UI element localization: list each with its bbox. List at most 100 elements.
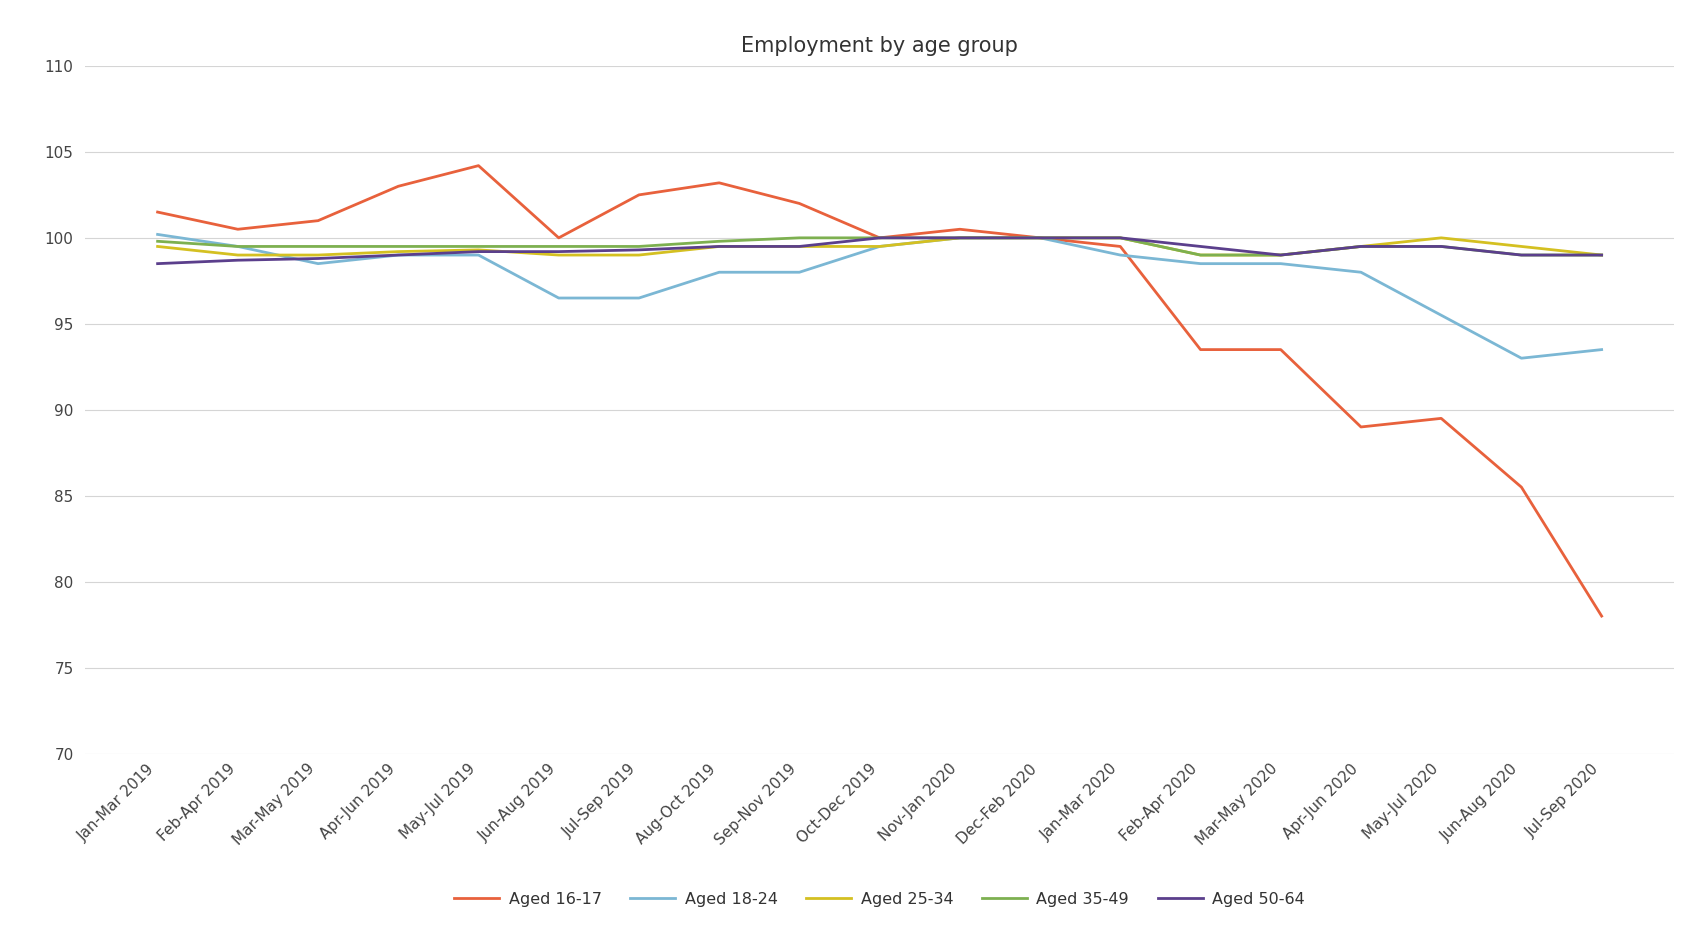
Aged 16-17 — [307, 215, 328, 226]
Aged 25-34 — [869, 241, 889, 252]
Aged 50-64 — [1591, 250, 1611, 261]
Aged 18-24 — [548, 292, 568, 303]
Aged 18-24 — [1511, 352, 1531, 364]
Aged 16-17 — [1591, 610, 1611, 622]
Aged 16-17 — [628, 189, 649, 201]
Aged 25-34 — [548, 250, 568, 261]
Aged 16-17 — [949, 223, 970, 235]
Aged 25-34 — [949, 232, 970, 243]
Aged 18-24 — [387, 250, 408, 261]
Aged 16-17 — [147, 206, 167, 218]
Aged 35-49 — [1511, 250, 1531, 261]
Aged 35-49 — [147, 236, 167, 247]
Aged 35-49 — [1270, 250, 1290, 261]
Aged 25-34 — [468, 244, 488, 255]
Aged 25-34 — [1270, 250, 1290, 261]
Aged 50-64 — [708, 241, 729, 252]
Aged 16-17 — [468, 160, 488, 171]
Aged 18-24 — [1190, 258, 1210, 269]
Aged 18-24 — [1591, 344, 1611, 355]
Aged 18-24 — [147, 229, 167, 240]
Aged 50-64 — [1350, 241, 1371, 252]
Aged 25-34 — [1350, 241, 1371, 252]
Aged 35-49 — [949, 232, 970, 243]
Aged 50-64 — [1430, 241, 1451, 252]
Aged 50-64 — [1110, 232, 1130, 243]
Aged 50-64 — [1270, 250, 1290, 261]
Aged 35-49 — [227, 241, 248, 252]
Aged 16-17 — [1511, 481, 1531, 493]
Aged 25-34 — [1190, 250, 1210, 261]
Line: Aged 25-34: Aged 25-34 — [157, 237, 1601, 255]
Aged 16-17 — [1110, 241, 1130, 252]
Aged 50-64 — [387, 250, 408, 261]
Aged 50-64 — [548, 246, 568, 257]
Aged 25-34 — [1430, 232, 1451, 243]
Aged 16-17 — [1190, 344, 1210, 355]
Aged 16-17 — [869, 232, 889, 243]
Line: Aged 50-64: Aged 50-64 — [157, 237, 1601, 264]
Aged 35-49 — [708, 236, 729, 247]
Title: Employment by age group: Employment by age group — [741, 36, 1017, 57]
Aged 18-24 — [307, 258, 328, 269]
Aged 50-64 — [468, 246, 488, 257]
Aged 50-64 — [227, 254, 248, 266]
Aged 18-24 — [1110, 250, 1130, 261]
Aged 16-17 — [789, 198, 809, 209]
Aged 18-24 — [227, 241, 248, 252]
Aged 50-64 — [307, 252, 328, 264]
Aged 18-24 — [1270, 258, 1290, 269]
Aged 50-64 — [949, 232, 970, 243]
Aged 18-24 — [789, 267, 809, 278]
Line: Aged 16-17: Aged 16-17 — [157, 166, 1601, 616]
Aged 25-34 — [1029, 232, 1050, 243]
Aged 25-34 — [708, 241, 729, 252]
Aged 50-64 — [1511, 250, 1531, 261]
Aged 18-24 — [949, 232, 970, 243]
Aged 50-64 — [789, 241, 809, 252]
Aged 35-49 — [468, 241, 488, 252]
Aged 35-49 — [1350, 241, 1371, 252]
Aged 50-64 — [147, 258, 167, 269]
Aged 35-49 — [628, 241, 649, 252]
Aged 18-24 — [628, 292, 649, 303]
Aged 50-64 — [628, 244, 649, 255]
Aged 35-49 — [1029, 232, 1050, 243]
Aged 35-49 — [1190, 250, 1210, 261]
Aged 35-49 — [1430, 241, 1451, 252]
Line: Aged 35-49: Aged 35-49 — [157, 237, 1601, 255]
Line: Aged 18-24: Aged 18-24 — [157, 235, 1601, 358]
Aged 16-17 — [1029, 232, 1050, 243]
Aged 25-34 — [1591, 250, 1611, 261]
Aged 18-24 — [468, 250, 488, 261]
Aged 35-49 — [1110, 232, 1130, 243]
Aged 25-34 — [789, 241, 809, 252]
Aged 16-17 — [1430, 413, 1451, 424]
Aged 25-34 — [227, 250, 248, 261]
Aged 50-64 — [869, 232, 889, 243]
Aged 18-24 — [869, 241, 889, 252]
Aged 25-34 — [147, 241, 167, 252]
Aged 50-64 — [1190, 241, 1210, 252]
Aged 18-24 — [708, 267, 729, 278]
Aged 16-17 — [387, 181, 408, 192]
Aged 50-64 — [1029, 232, 1050, 243]
Aged 35-49 — [548, 241, 568, 252]
Aged 16-17 — [1270, 344, 1290, 355]
Aged 16-17 — [227, 223, 248, 235]
Aged 35-49 — [869, 232, 889, 243]
Aged 25-34 — [307, 250, 328, 261]
Aged 18-24 — [1029, 232, 1050, 243]
Aged 25-34 — [628, 250, 649, 261]
Aged 35-49 — [307, 241, 328, 252]
Aged 25-34 — [1511, 241, 1531, 252]
Aged 16-17 — [548, 232, 568, 243]
Aged 25-34 — [387, 246, 408, 257]
Aged 16-17 — [1350, 421, 1371, 432]
Aged 35-49 — [387, 241, 408, 252]
Aged 16-17 — [708, 177, 729, 188]
Aged 35-49 — [1591, 250, 1611, 261]
Aged 18-24 — [1350, 267, 1371, 278]
Aged 35-49 — [789, 232, 809, 243]
Aged 18-24 — [1430, 310, 1451, 321]
